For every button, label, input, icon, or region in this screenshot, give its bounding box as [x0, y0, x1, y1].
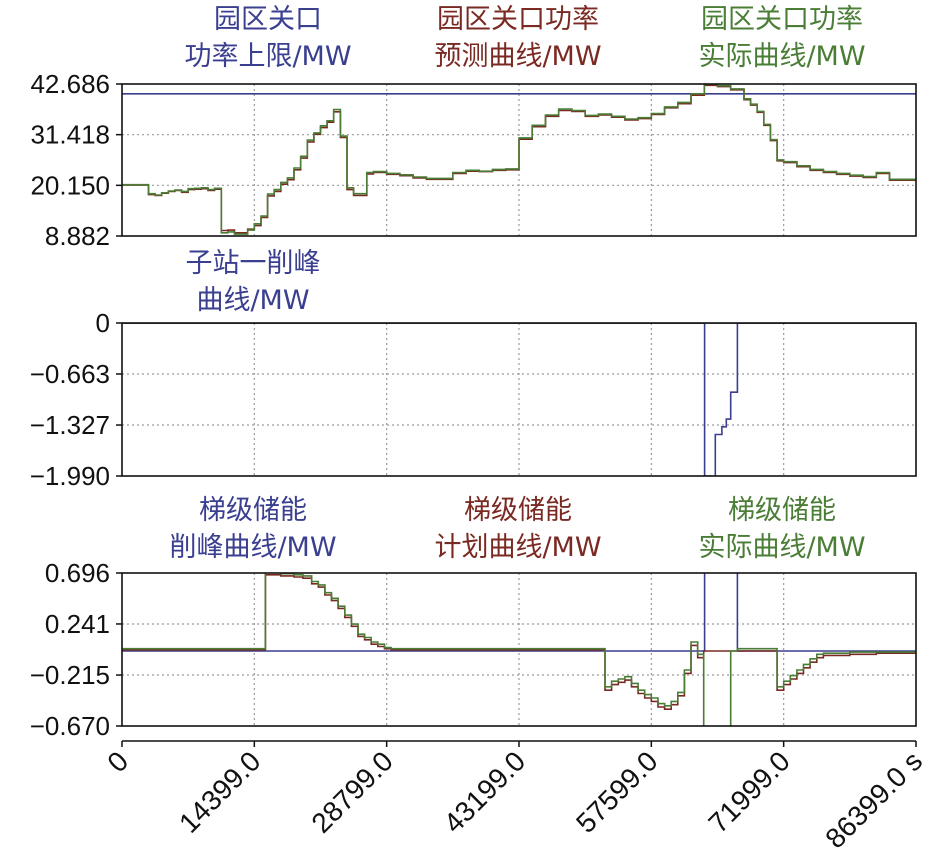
- legend-label: 梯级储能: [199, 495, 307, 526]
- series-line-1: [122, 323, 916, 476]
- y-tick-label: 0: [96, 308, 110, 338]
- legend-label: 计划曲线/MW: [434, 532, 601, 563]
- legend-label: 削峰曲线/MW: [169, 532, 336, 563]
- legend-label: 园区关口功率: [437, 4, 599, 35]
- x-axis: 0 14399.0 28799.0 43199.0 57599.0 71999.0 8639…: [101, 740, 928, 854]
- series-group: [122, 573, 916, 726]
- y-tick-label: 0.241: [45, 609, 110, 639]
- series-group: [122, 84, 916, 235]
- legend-label: 功率上限/MW: [184, 41, 351, 72]
- x-tick-label: 0: [101, 745, 134, 778]
- series-group: [122, 323, 916, 476]
- y-tick-label: −0.663: [30, 359, 110, 389]
- legend-label: 实际曲线/MW: [698, 41, 865, 72]
- series-line-3: [122, 84, 916, 235]
- x-tick-label: 71999.0: [702, 745, 795, 838]
- legend-label: 园区关口: [214, 4, 322, 35]
- y-tick-label: 0.696: [45, 558, 110, 588]
- y-tick-label: −0.670: [30, 711, 110, 741]
- y-tick-label: 42.686: [30, 69, 110, 99]
- y-tick-label: 20.150: [30, 170, 110, 200]
- plot-frame: [121, 572, 917, 727]
- x-tick-label: 57599.0: [570, 745, 663, 838]
- x-tick-label: 14399.0: [173, 745, 266, 838]
- x-tick-label: 43199.0: [438, 745, 531, 838]
- legend-label: 梯级储能: [464, 495, 572, 526]
- x-tick-label: 28799.0: [305, 745, 398, 838]
- legend-label: 曲线/MW: [196, 285, 309, 316]
- y-tick-label: −1.990: [30, 461, 110, 491]
- y-tick-label: 8.882: [45, 221, 110, 251]
- x-tick-label: 86399.0 s: [819, 745, 928, 854]
- y-tick-label: −0.215: [30, 660, 110, 690]
- series-line-2: [122, 84, 916, 234]
- y-tick-label: −1.327: [30, 410, 110, 440]
- y-tick-label: 31.418: [30, 120, 110, 150]
- legend-label: 预测曲线/MW: [434, 41, 601, 72]
- legend-label: 园区关口功率: [701, 4, 863, 35]
- legend-label: 子站一削峰: [186, 248, 321, 279]
- plot-frame: [121, 83, 917, 237]
- legend-label: 梯级储能: [728, 495, 836, 526]
- plot-frame: [121, 322, 917, 477]
- series-line-3: [122, 573, 916, 726]
- legend-label: 实际曲线/MW: [698, 532, 865, 563]
